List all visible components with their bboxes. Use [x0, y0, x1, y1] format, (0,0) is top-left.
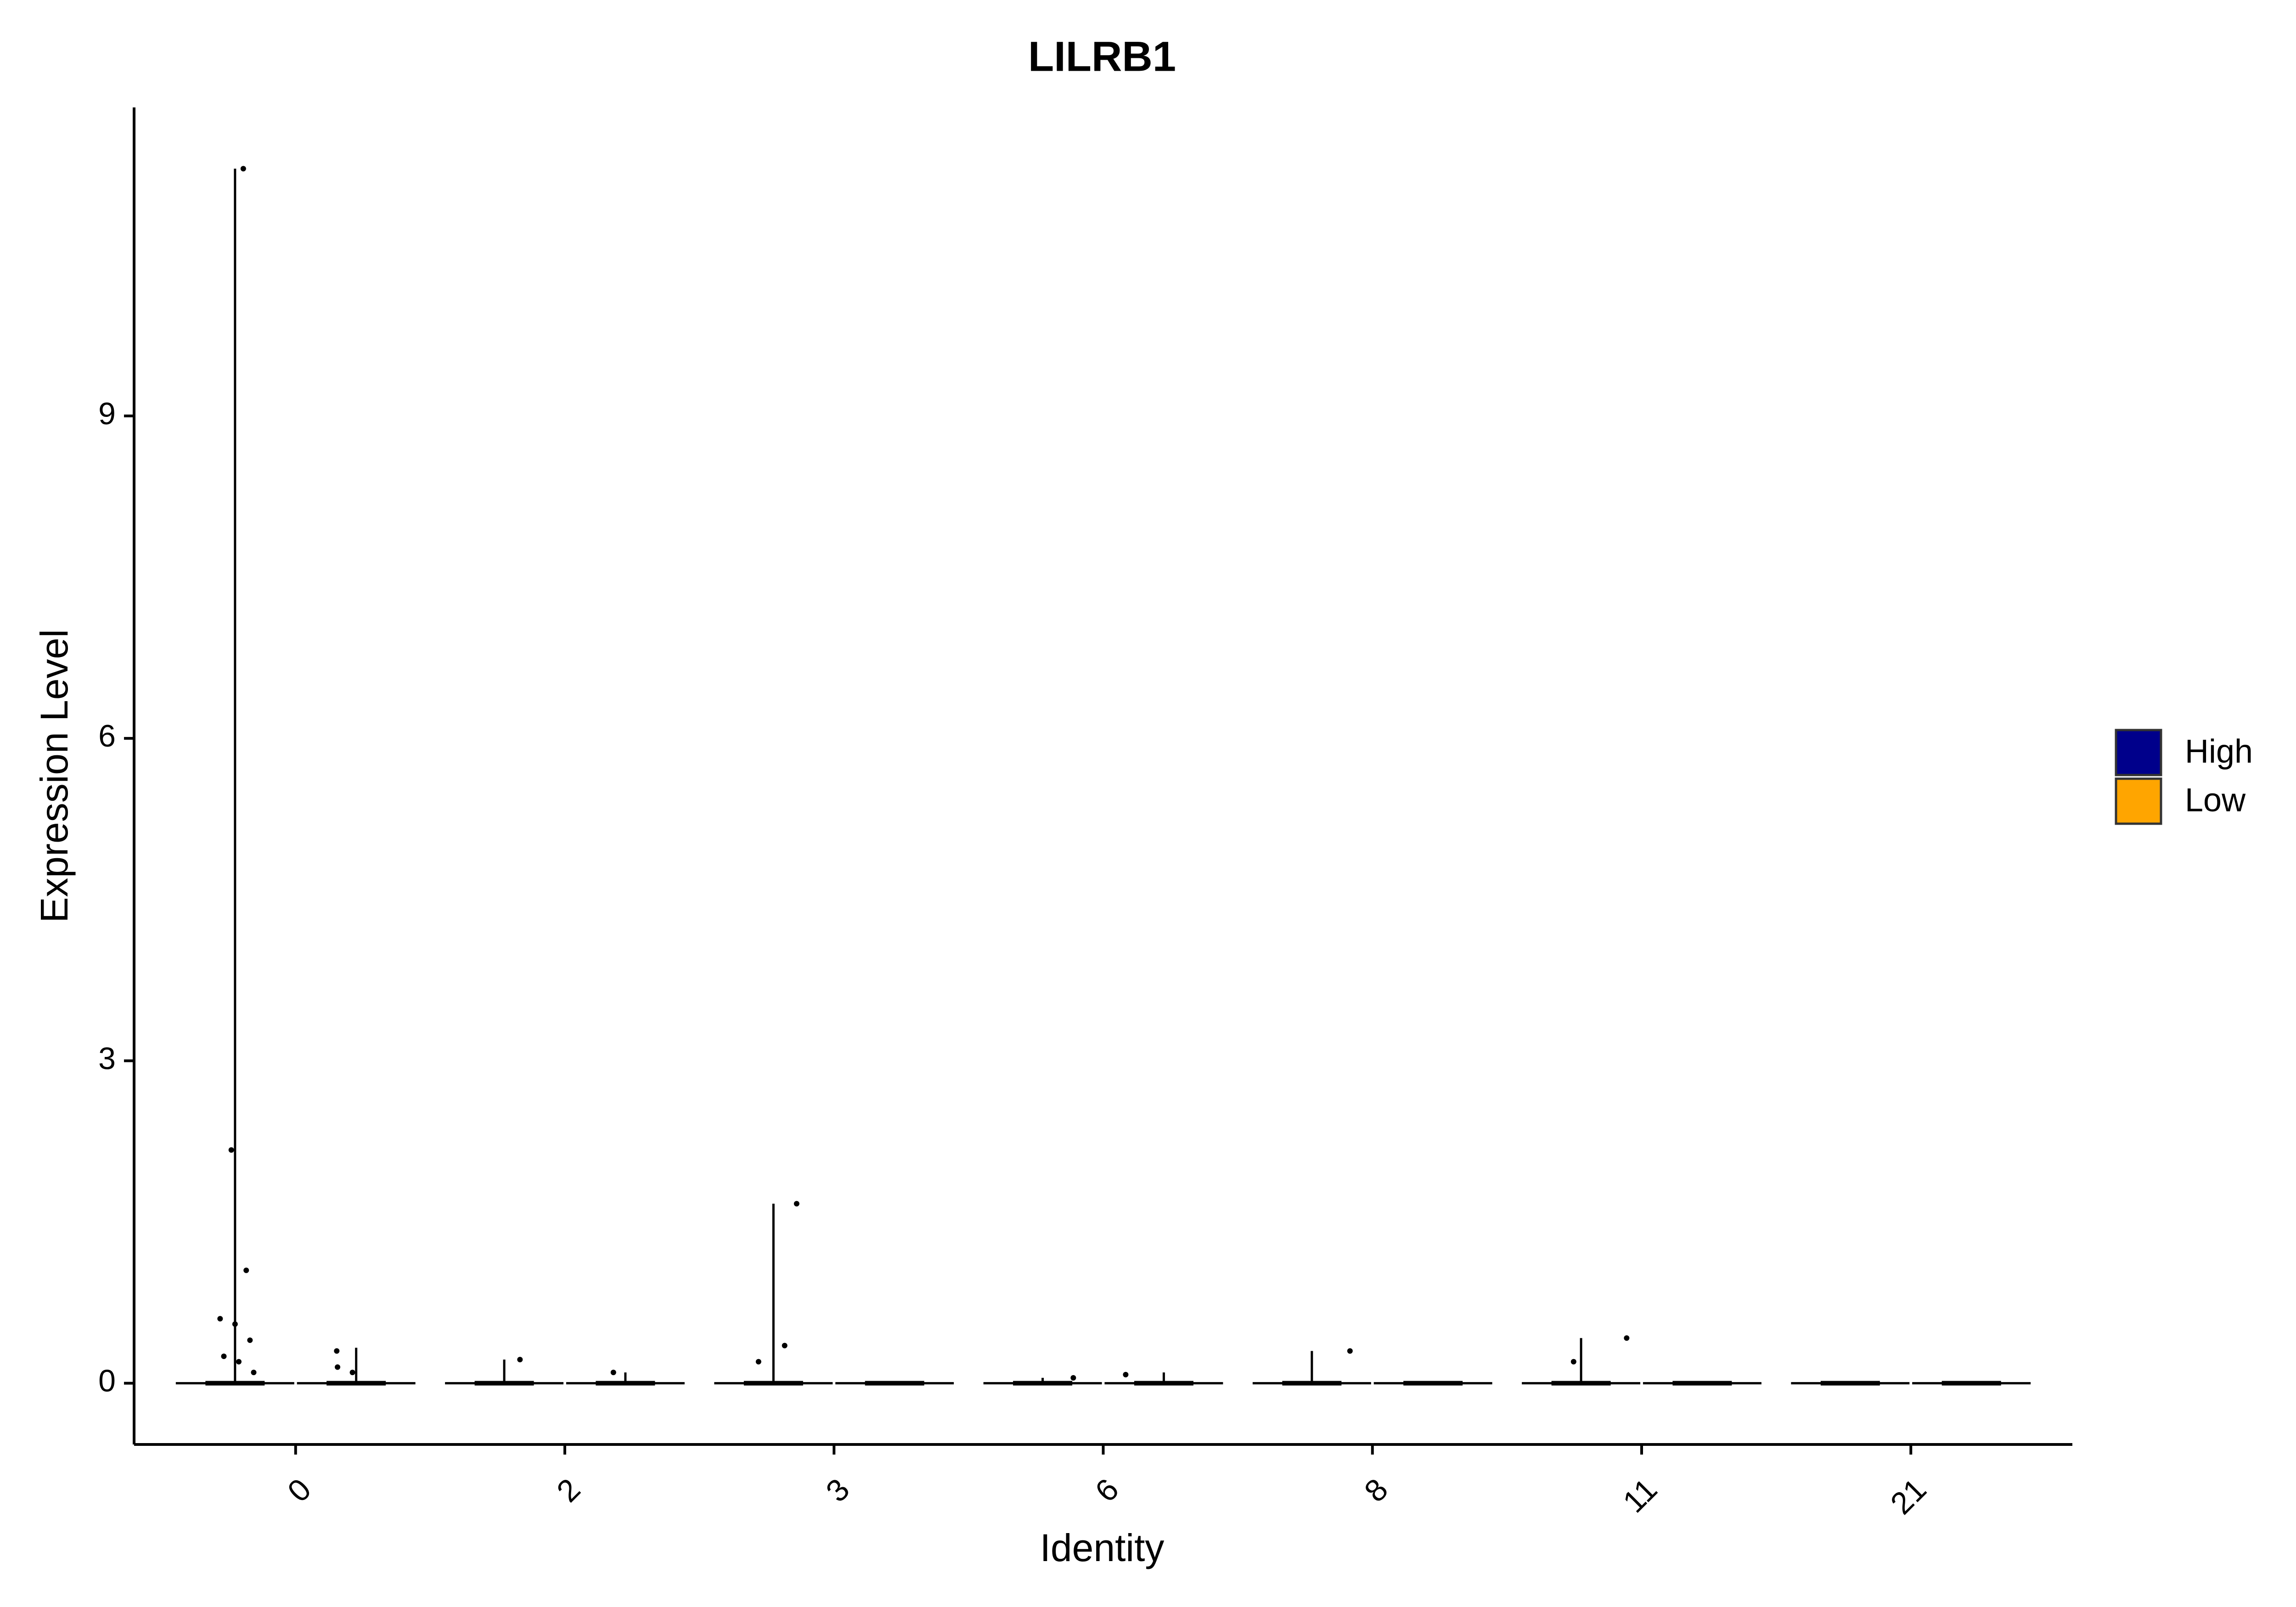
data-point — [1624, 1335, 1630, 1341]
legend-label: High — [2185, 733, 2253, 770]
y-tick-label: 3 — [98, 1041, 116, 1076]
legend-swatch — [2115, 777, 2162, 825]
y-tick-label: 9 — [98, 396, 116, 431]
data-point — [217, 1316, 223, 1322]
data-point — [517, 1357, 523, 1363]
violin-core — [1134, 1381, 1193, 1386]
chart-title: LILRB1 — [1028, 33, 1176, 80]
data-point — [240, 166, 246, 172]
data-point — [1347, 1348, 1353, 1354]
violin-core — [205, 1381, 265, 1386]
x-tick-label: 6 — [1088, 1472, 1125, 1509]
data-point — [251, 1370, 257, 1376]
data-point — [335, 1364, 341, 1370]
violin-core — [1282, 1381, 1342, 1386]
data-point — [1070, 1375, 1076, 1381]
legend-label: Low — [2185, 782, 2246, 819]
data-point — [334, 1348, 340, 1354]
x-tick-label: 21 — [1884, 1472, 1933, 1521]
legend-swatch — [2115, 729, 2162, 776]
data-point — [755, 1359, 761, 1365]
violin-core — [1941, 1381, 2001, 1386]
data-point — [1123, 1371, 1129, 1377]
data-point — [1570, 1359, 1576, 1365]
data-point — [782, 1343, 788, 1349]
violin-core — [474, 1381, 534, 1386]
x-tick-label: 2 — [550, 1472, 587, 1509]
data-point — [349, 1370, 355, 1376]
data-point — [243, 1267, 249, 1273]
x-tick-label: 11 — [1616, 1472, 1664, 1520]
data-point — [221, 1354, 227, 1360]
data-point — [232, 1321, 238, 1327]
violin-core — [1403, 1381, 1463, 1386]
violin-core — [1672, 1381, 1732, 1386]
y-tick-label: 6 — [98, 719, 116, 753]
violin-core — [326, 1381, 386, 1386]
data-point — [610, 1370, 616, 1376]
x-tick-label: 8 — [1358, 1472, 1395, 1509]
violin-core — [743, 1381, 803, 1386]
y-axis-title: Expression Level — [33, 629, 76, 923]
x-tick-label: 0 — [281, 1472, 318, 1509]
violin-core — [865, 1381, 924, 1386]
data-point — [793, 1201, 799, 1207]
violin-core — [1551, 1381, 1611, 1386]
y-tick-label: 0 — [98, 1364, 116, 1399]
data-point — [236, 1359, 242, 1365]
data-point — [228, 1147, 234, 1153]
x-tick-label: 3 — [819, 1472, 856, 1509]
x-axis-title: Identity — [1040, 1526, 1165, 1569]
violin-core — [1013, 1381, 1073, 1386]
data-point — [247, 1337, 253, 1343]
violin-core — [1820, 1381, 1880, 1386]
violin-core — [596, 1381, 655, 1386]
